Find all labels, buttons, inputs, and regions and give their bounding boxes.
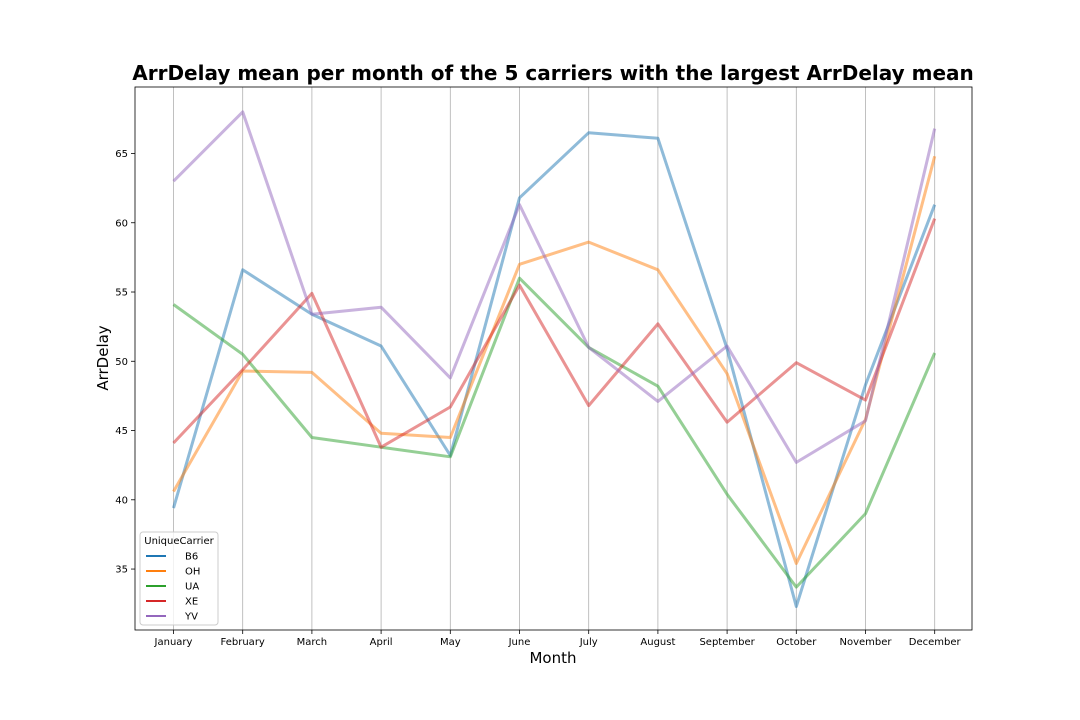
legend-label-yv: YV <box>184 612 198 623</box>
x-tick-label: October <box>776 637 817 648</box>
y-axis-label: ArrDelay <box>94 325 112 390</box>
series-line-ua <box>172 276 937 589</box>
x-tick-label: September <box>699 637 755 648</box>
y-tick-label: 35 <box>115 565 128 576</box>
legend-label-oh: OH <box>185 567 200 578</box>
y-tick-label: 50 <box>115 357 128 368</box>
x-tick-label: April <box>370 637 393 648</box>
legend-label-xe: XE <box>185 597 198 608</box>
legend-title: UniqueCarrier <box>144 536 214 547</box>
legend: UniqueCarrier B6 OH UA XE YV <box>139 531 219 626</box>
x-tick-label: December <box>909 637 962 648</box>
x-axis-label: Month <box>529 649 576 667</box>
x-tick-label: June <box>508 637 531 648</box>
chart-title: ArrDelay mean per month of the 5 carrier… <box>132 61 974 85</box>
series-line-yv <box>172 110 937 464</box>
y-tick-label: 55 <box>115 288 128 299</box>
x-tick-label: July <box>579 637 598 648</box>
legend-label-ua: UA <box>185 582 199 593</box>
plot-area: January February March April May June July Augu… <box>115 86 973 648</box>
series-line-oh <box>172 155 937 565</box>
y-tick-label: 40 <box>115 495 128 506</box>
y-tick-label: 65 <box>115 149 128 160</box>
x-tick-label: August <box>640 637 675 648</box>
y-tick-label: 45 <box>115 426 128 437</box>
legend-label-b6: B6 <box>185 552 198 563</box>
x-tick-label: November <box>839 637 892 648</box>
x-tick-label: March <box>297 637 327 648</box>
series-line-b6 <box>172 131 937 608</box>
x-tick-label: February <box>221 637 265 648</box>
series-line-xe <box>172 218 937 449</box>
x-tick-label: May <box>440 637 461 648</box>
x-tick-label: January <box>154 637 193 648</box>
axes-frame <box>134 86 973 631</box>
y-tick-label: 60 <box>115 218 128 229</box>
